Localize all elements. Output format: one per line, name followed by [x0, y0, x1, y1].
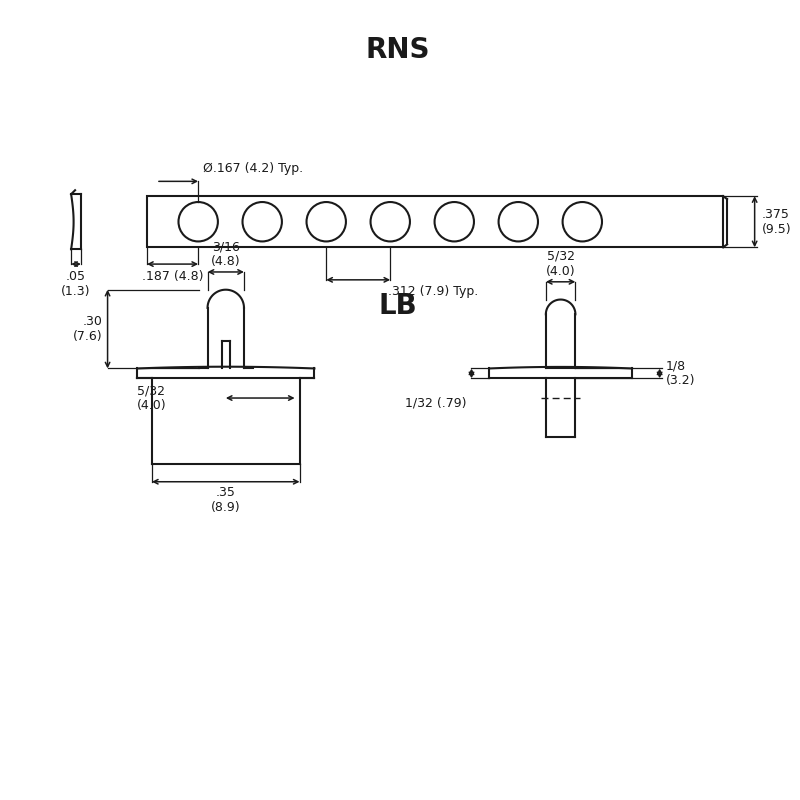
Text: LB: LB — [378, 293, 418, 321]
Text: 5/32
(4.0): 5/32 (4.0) — [137, 384, 166, 412]
Text: .375
(9.5): .375 (9.5) — [762, 208, 791, 236]
Ellipse shape — [242, 202, 282, 242]
Text: Ø.167 (4.2) Typ.: Ø.167 (4.2) Typ. — [203, 162, 303, 175]
Text: 3/16
(4.8): 3/16 (4.8) — [211, 240, 241, 268]
Ellipse shape — [562, 202, 602, 242]
Ellipse shape — [178, 202, 218, 242]
Text: 1/32 (.79): 1/32 (.79) — [405, 396, 466, 409]
Text: 1/8
(3.2): 1/8 (3.2) — [666, 359, 695, 387]
Text: .05
(1.3): .05 (1.3) — [62, 270, 91, 298]
Text: .30
(7.6): .30 (7.6) — [73, 315, 102, 343]
Ellipse shape — [434, 202, 474, 242]
Text: .312 (7.9) Typ.: .312 (7.9) Typ. — [388, 285, 478, 298]
Text: .35
(8.9): .35 (8.9) — [211, 486, 241, 514]
Bar — [147, 196, 723, 247]
Text: 5/32
(4.0): 5/32 (4.0) — [546, 250, 575, 278]
Ellipse shape — [370, 202, 410, 242]
Ellipse shape — [306, 202, 346, 242]
Text: .187 (4.8): .187 (4.8) — [142, 270, 203, 283]
Ellipse shape — [498, 202, 538, 242]
Text: RNS: RNS — [366, 36, 430, 64]
